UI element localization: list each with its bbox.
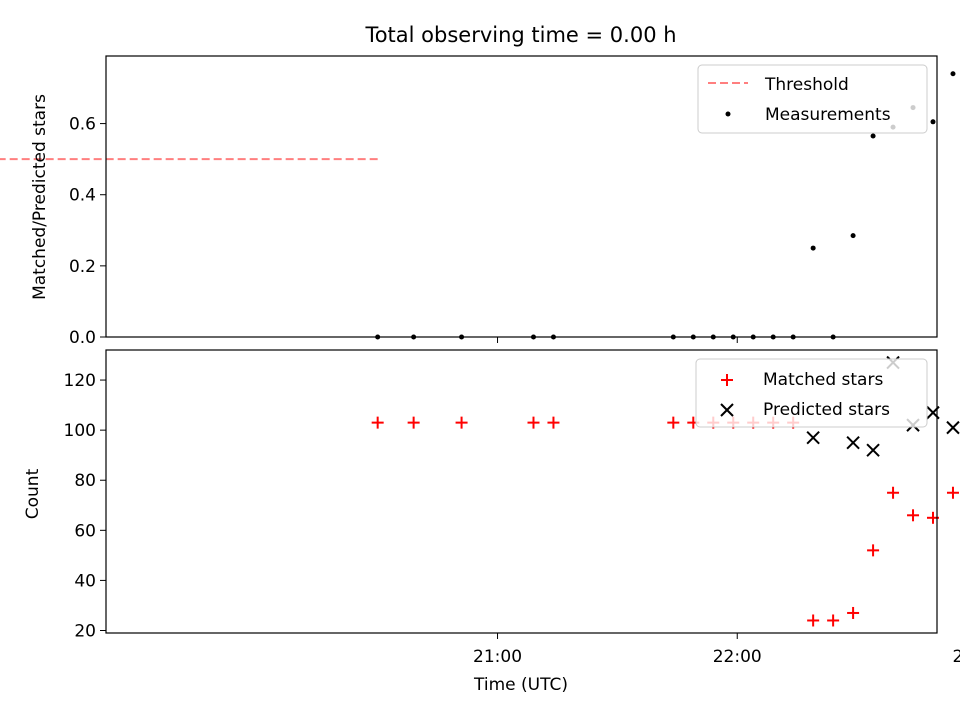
bottom-y-tick-label: 40 [74,571,96,591]
legend-measurements-swatch [725,111,731,117]
bottom-plot-frame [105,349,938,634]
bottom-y-ticks: 20 40 60 80 100 120 [64,371,106,641]
predicted-star-marker [946,420,960,435]
predicted-star-marker [846,435,860,450]
predicted-star-marker [866,443,880,457]
predicted-star-marker [806,430,820,445]
legend-matched-label: Matched stars [763,370,883,390]
matched-star-marker [827,614,840,627]
bottom-x-tick-label: 21:00 [473,647,522,667]
matched-star-marker [946,486,959,499]
top-y-tick-label: 0.4 [69,186,96,206]
bottom-y-tick-label: 120 [64,371,96,391]
measurement-point [850,233,856,239]
top-y-tick-label: 0.2 [69,257,96,277]
bottom-y-tick-label: 100 [64,421,96,441]
top-y-tick-label: 0.6 [69,115,96,135]
bottom-x-tick-label: 22:00 [713,647,762,667]
top-y-tick-label: 0.0 [69,328,96,348]
matched-star-marker [667,416,680,429]
top-panel: Total observing time = 0.00 h 0.00.20.40… [0,23,956,348]
legend-predicted-label: Predicted stars [763,400,890,420]
top-panel-title: Total observing time = 0.00 h [364,23,676,47]
top-x-ticks [497,337,738,343]
matched-star-marker [847,606,860,619]
legend-measurements-label: Measurements [765,105,891,125]
top-y-axis-label: Matched/Predicted stars [30,94,50,300]
bottom-legend: Matched stars Predicted stars [695,358,928,428]
top-plot-frame [105,55,938,338]
matched-star-marker [807,614,820,627]
matched-star-marker [371,416,384,429]
bottom-x-tick-label: 23:00 [952,647,960,667]
top-legend-box [697,64,928,134]
matched-star-marker [867,544,880,557]
measurement-point [810,245,816,251]
matched-star-marker [407,416,420,429]
legend-matched-swatch [721,374,733,386]
legend-threshold-label: Threshold [764,75,849,95]
matched-star-marker [907,509,920,522]
measurement-point [950,71,956,77]
matched-star-marker [887,486,900,499]
measurement-point [930,119,936,125]
bottom-x-axis-label: Time (UTC) [473,675,568,695]
bottom-y-tick-label: 80 [74,471,96,491]
matched-star-marker [547,416,560,429]
measurement-point [870,133,876,139]
top-legend: Threshold Measurements [697,64,928,134]
legend-predicted-swatch [720,403,734,417]
bottom-legend-box [695,358,928,428]
bottom-y-axis-label: Count [23,468,43,519]
top-y-ticks: 0.0 0.2 0.4 0.6 [69,115,106,348]
bottom-y-tick-label: 60 [74,521,96,541]
bottom-y-tick-label: 20 [74,621,96,641]
matched-star-marker [455,416,468,429]
matched-star-marker [527,416,540,429]
